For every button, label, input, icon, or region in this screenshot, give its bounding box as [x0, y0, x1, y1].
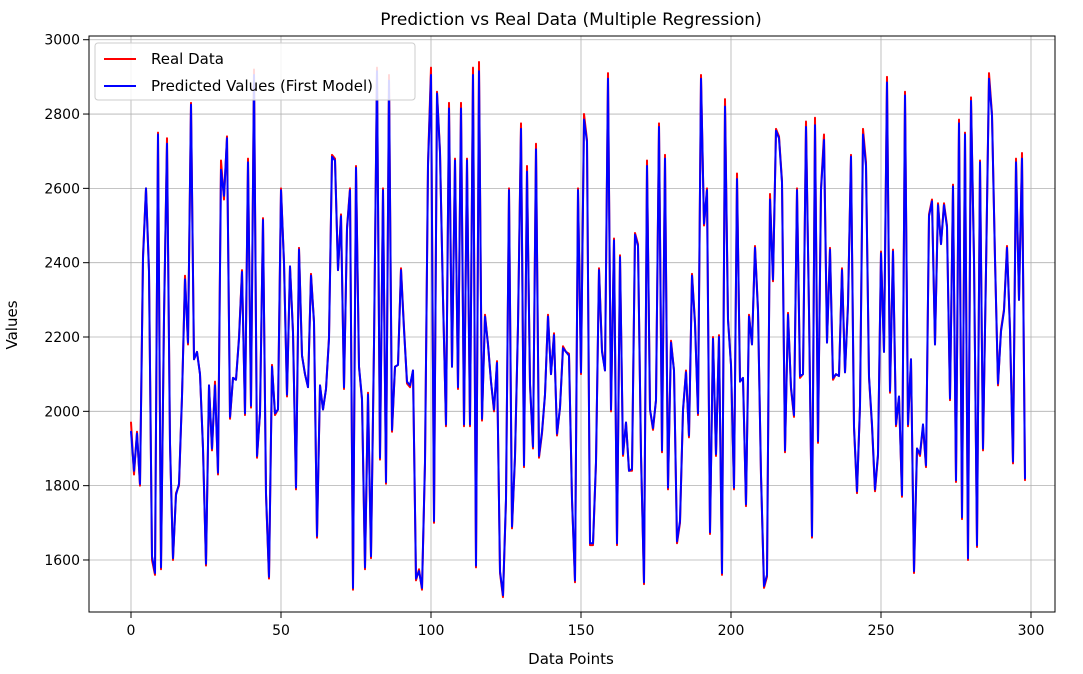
y-tick-label: 1800 [44, 479, 80, 495]
x-tick-label: 250 [868, 623, 895, 639]
legend: Real Data Predicted Values (First Model) [94, 42, 416, 101]
y-tick-label: 2600 [44, 181, 80, 197]
x-tick-label: 0 [127, 623, 136, 639]
y-tick-label: 2400 [44, 256, 80, 272]
y-tick-label: 1600 [44, 553, 80, 569]
x-tick-label: 200 [718, 623, 745, 639]
plot-frame [88, 35, 1056, 613]
x-tick-label: 50 [272, 623, 290, 639]
y-axis-label: Values [3, 300, 21, 349]
legend-label-predicted: Predicted Values (First Model) [151, 77, 373, 95]
x-tick-label: 100 [418, 623, 445, 639]
y-tick-label: 2000 [44, 404, 80, 420]
series-lines [130, 61, 1026, 599]
y-tick-label: 3000 [44, 33, 80, 49]
y-tick-label: 2200 [44, 330, 80, 346]
x-axis-label: Data Points [528, 650, 614, 668]
x-tick-label: 300 [1018, 623, 1045, 639]
chart-title: Prediction vs Real Data (Multiple Regres… [380, 10, 761, 30]
y-axis: 1600 1800 2000 2200 2400 2600 2800 3000 [44, 33, 89, 569]
x-axis: 0 50 100 150 200 250 300 [127, 612, 1045, 639]
series-line-predicted [130, 70, 1026, 597]
x-tick-label: 150 [568, 623, 595, 639]
legend-box [94, 42, 416, 101]
legend-label-real-data: Real Data [151, 50, 224, 68]
y-tick-label: 2800 [44, 107, 80, 123]
